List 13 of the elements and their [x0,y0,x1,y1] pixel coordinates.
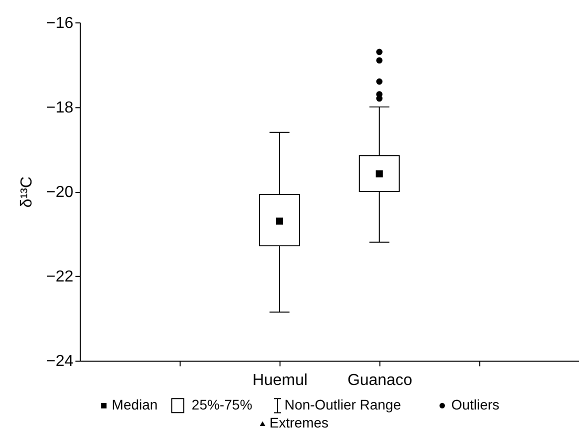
y-tick-label: −20 [46,184,74,202]
text: Outliers [451,396,500,413]
y-tick-label: −18 [46,99,74,116]
text: Non-Outlier Range [284,396,402,413]
y-tick-label: −16 [46,14,74,32]
x-tick-label: Huemul [252,372,308,390]
y-tick-label: −22 [46,268,74,286]
text: 25%-75% [192,396,252,413]
text: Extremes [270,414,329,430]
y-axis-title: δ¹³C [18,176,36,208]
y-tick-label: −24 [46,353,74,370]
text: Median [112,396,158,413]
x-tick-label: Guanaco [347,372,412,390]
